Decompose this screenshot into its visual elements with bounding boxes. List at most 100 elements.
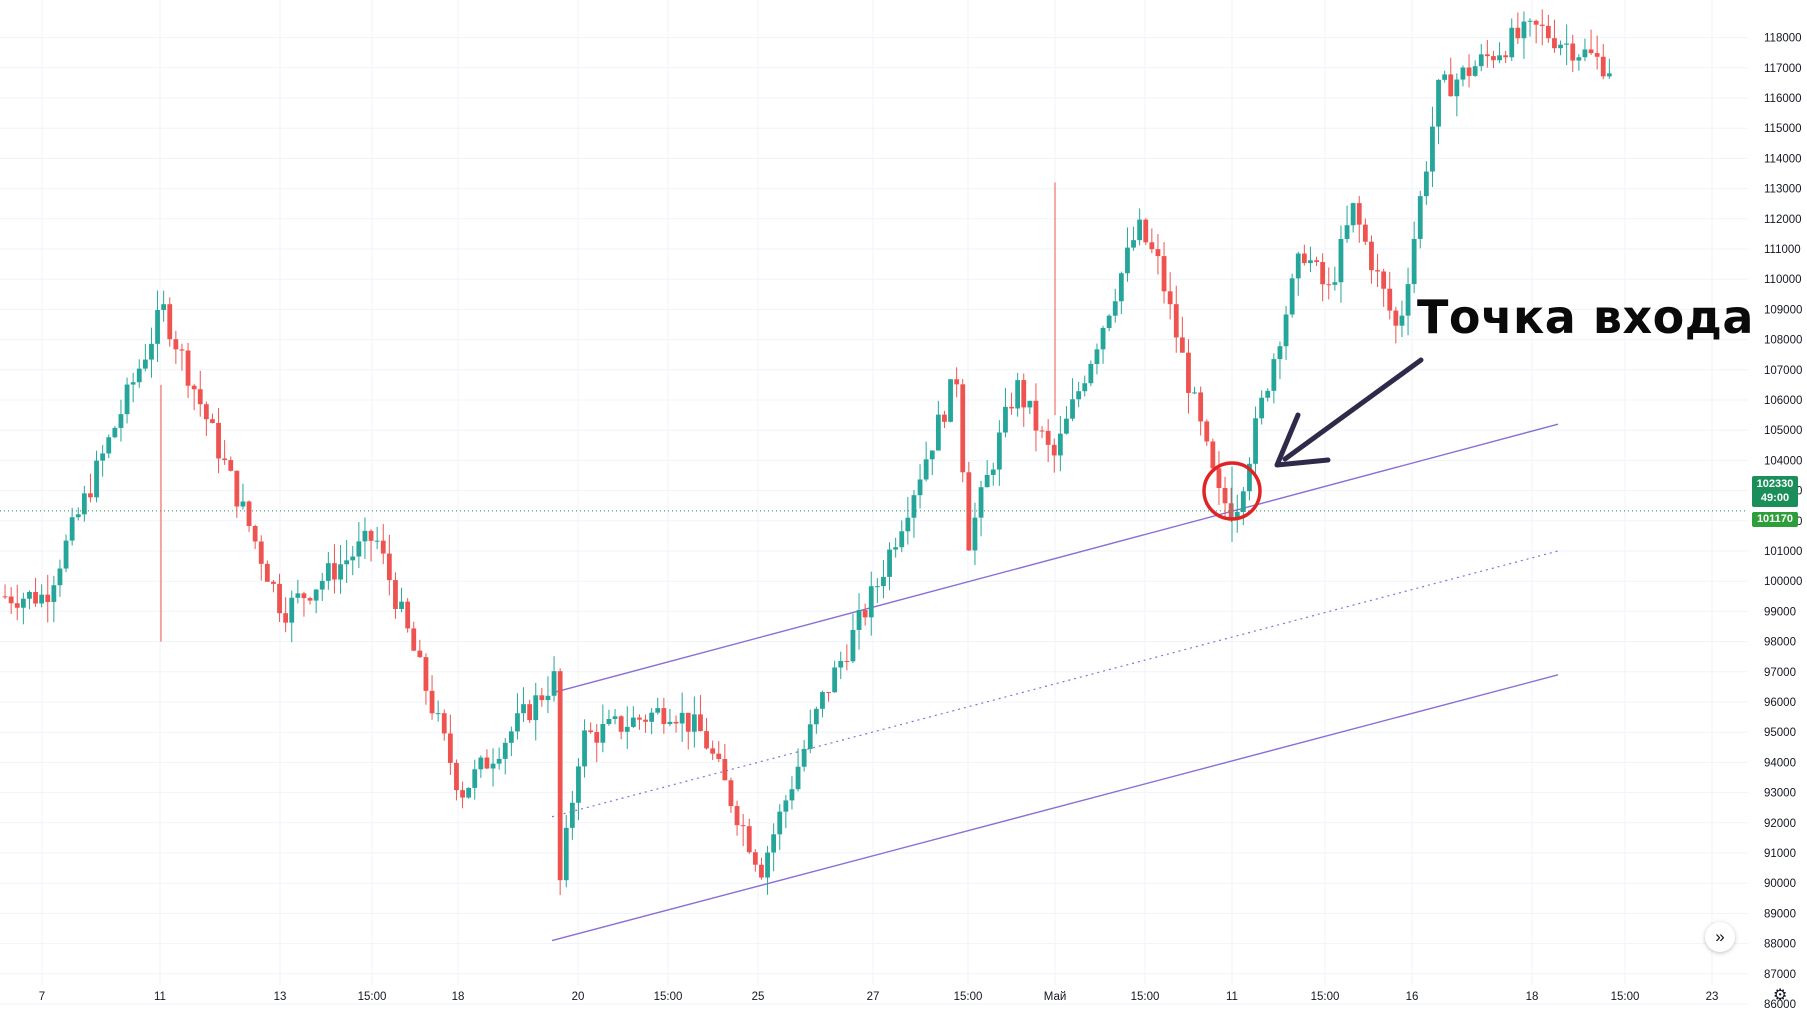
candle-body[interactable] xyxy=(521,704,526,714)
candle-body[interactable] xyxy=(1606,73,1612,77)
candle-body[interactable] xyxy=(1039,430,1045,432)
candle-body[interactable] xyxy=(673,721,679,724)
candle-body[interactable] xyxy=(69,517,75,541)
candle-body[interactable] xyxy=(801,748,807,767)
candle-body[interactable] xyxy=(1533,20,1539,25)
candle-body[interactable] xyxy=(216,422,221,459)
candle-body[interactable] xyxy=(234,470,240,507)
candle-body[interactable] xyxy=(557,671,563,881)
candle-body[interactable] xyxy=(1503,55,1509,58)
candle-body[interactable] xyxy=(1179,337,1185,353)
candle-body[interactable] xyxy=(356,541,362,557)
candle-body[interactable] xyxy=(1576,57,1582,61)
candle-body[interactable] xyxy=(582,730,587,767)
candle-body[interactable] xyxy=(277,583,282,614)
candle-body[interactable] xyxy=(789,789,795,801)
candle-body[interactable] xyxy=(1344,225,1350,239)
candle-body[interactable] xyxy=(386,553,392,581)
candle-body[interactable] xyxy=(51,585,57,602)
candle-body[interactable] xyxy=(630,717,636,727)
candle-body[interactable] xyxy=(1161,256,1167,292)
arrow-shaft[interactable] xyxy=(1282,357,1424,462)
settings-gear-icon[interactable]: ⚙ xyxy=(1773,987,1788,1004)
candle-body[interactable] xyxy=(124,384,130,415)
candle-body[interactable] xyxy=(441,713,447,734)
candle-body[interactable] xyxy=(783,800,789,812)
candle-body[interactable] xyxy=(1106,315,1112,328)
candle-body[interactable] xyxy=(874,586,880,588)
candle-body[interactable] xyxy=(130,382,136,385)
candle-body[interactable] xyxy=(978,487,984,518)
candle-body[interactable] xyxy=(1240,491,1246,513)
candle-body[interactable] xyxy=(1320,262,1326,285)
candle-body[interactable] xyxy=(1198,392,1204,422)
candle-body[interactable] xyxy=(1436,79,1441,127)
candle-body[interactable] xyxy=(545,695,551,701)
candle-body[interactable] xyxy=(746,826,752,853)
candle-body[interactable] xyxy=(515,713,520,732)
candle-body[interactable] xyxy=(1015,380,1021,409)
candle-body[interactable] xyxy=(704,731,709,749)
candle-body[interactable] xyxy=(612,716,618,719)
candle-body[interactable] xyxy=(1491,56,1496,61)
candle-body[interactable] xyxy=(1570,43,1576,61)
candle-body[interactable] xyxy=(606,718,612,725)
candle-body[interactable] xyxy=(81,493,87,515)
candle-body[interactable] xyxy=(1045,430,1051,445)
candle-body[interactable] xyxy=(984,474,990,488)
candle-body[interactable] xyxy=(1497,55,1502,61)
candle-body[interactable] xyxy=(173,339,179,350)
candle-body[interactable] xyxy=(417,650,423,658)
candle-body[interactable] xyxy=(844,660,850,662)
entry-point-circle[interactable] xyxy=(1202,461,1262,521)
candle-body[interactable] xyxy=(478,757,484,770)
candle-body[interactable] xyxy=(411,628,417,651)
candle-body[interactable] xyxy=(576,766,581,803)
candle-body[interactable] xyxy=(283,613,289,623)
candle-body[interactable] xyxy=(1216,468,1222,489)
candle-body[interactable] xyxy=(142,359,148,369)
candle-body[interactable] xyxy=(45,594,51,602)
candle-body[interactable] xyxy=(1442,74,1448,80)
candle-body[interactable] xyxy=(728,780,734,807)
candle-body[interactable] xyxy=(1192,392,1197,394)
candle-body[interactable] xyxy=(368,530,374,541)
candle-body[interactable] xyxy=(905,517,911,532)
candle-body[interactable] xyxy=(508,731,514,743)
candle-body[interactable] xyxy=(1228,503,1234,519)
candle-body[interactable] xyxy=(399,601,404,609)
candle-body[interactable] xyxy=(1112,301,1118,316)
candle-body[interactable] xyxy=(960,384,966,473)
candle-body[interactable] xyxy=(1350,203,1356,226)
candle-body[interactable] xyxy=(435,713,441,715)
candle-body[interactable] xyxy=(1082,383,1088,392)
candle-body[interactable] xyxy=(917,479,923,496)
candle-body[interactable] xyxy=(569,802,575,828)
candle-body[interactable] xyxy=(691,714,697,732)
candle-body[interactable] xyxy=(649,712,655,722)
candle-body[interactable] xyxy=(923,459,929,480)
candle-body[interactable] xyxy=(179,349,185,351)
candle-body[interactable] xyxy=(1003,406,1008,433)
candle-body[interactable] xyxy=(588,730,594,733)
candle-body[interactable] xyxy=(1167,291,1173,305)
candle-body[interactable] xyxy=(1375,270,1380,272)
candle-body[interactable] xyxy=(765,852,770,878)
candle-body[interactable] xyxy=(75,514,81,518)
candle-body[interactable] xyxy=(136,368,142,383)
candle-body[interactable] xyxy=(1149,242,1155,250)
candle-body[interactable] xyxy=(777,811,783,835)
scroll-right-icon[interactable]: » xyxy=(1705,922,1735,952)
candle-body[interactable] xyxy=(1118,273,1124,302)
candle-body[interactable] xyxy=(1552,38,1557,49)
candle-body[interactable] xyxy=(740,825,746,827)
candle-body[interactable] xyxy=(1283,314,1289,347)
candle-body[interactable] xyxy=(1064,418,1069,434)
candle-body[interactable] xyxy=(1417,196,1423,239)
candle-body[interactable] xyxy=(527,704,533,721)
candle-body[interactable] xyxy=(685,712,691,732)
candle-body[interactable] xyxy=(100,453,106,461)
candle-body[interactable] xyxy=(228,460,234,471)
candle-body[interactable] xyxy=(948,379,953,422)
